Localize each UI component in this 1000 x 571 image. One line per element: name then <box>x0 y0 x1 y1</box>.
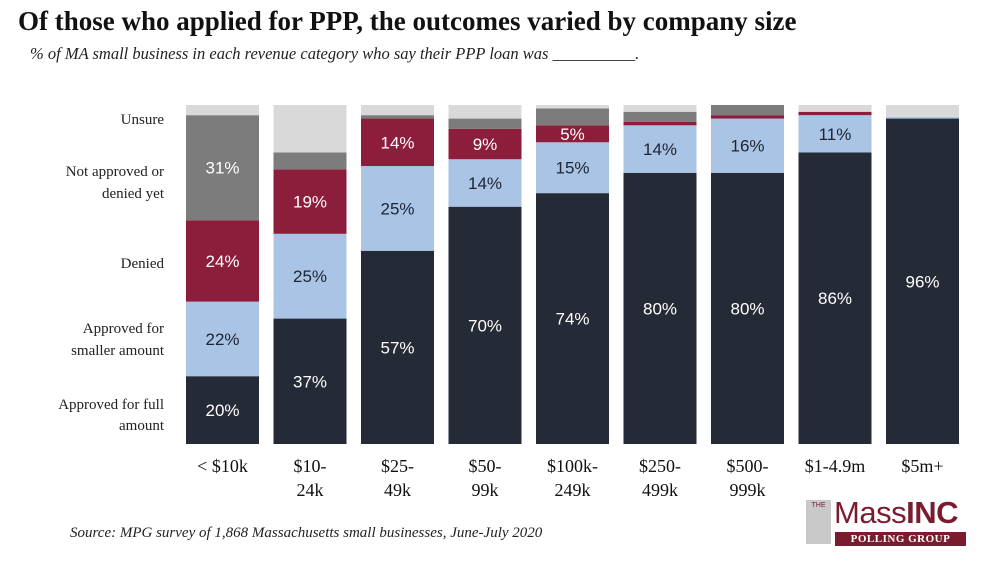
data-label-8-approved-for-full-amount: 86% <box>818 289 852 308</box>
x-tick-label-3-2: 49k <box>384 480 411 500</box>
bar-8-unsure <box>798 105 872 112</box>
bar-5-approved-for-smaller-amount <box>536 142 609 194</box>
bar-2-approved-for-full-amount <box>273 318 347 444</box>
data-label-3-approved-for-full-amount: 57% <box>380 338 414 357</box>
x-tick-label-6-1: $250- <box>639 456 681 476</box>
bar-8-approved-for-full-amount <box>798 152 872 444</box>
bar-8-denied <box>798 111 872 116</box>
data-label-6-approved-for-smaller-amount: 14% <box>643 140 677 159</box>
data-label-8-approved-for-smaller-amount: 11% <box>819 125 852 144</box>
x-tick-label-3-1: $25- <box>381 456 414 476</box>
x-tick-label-8-1: $1-4.9m <box>805 456 866 476</box>
data-label-1-approved-for-smaller-amount: 22% <box>205 330 239 349</box>
bar-3-approved-for-full-amount <box>361 250 434 444</box>
bar-5-unsure <box>536 105 609 109</box>
logo-subtitle: POLLING GROUP <box>835 532 966 546</box>
bar-4-approved-for-smaller-amount <box>448 159 522 207</box>
bar-1-not-approved-or-denied-yet <box>186 115 259 221</box>
x-tick-label-7-1: $500- <box>727 456 769 476</box>
x-tick-label-5-1: $100k- <box>547 456 598 476</box>
bar-1-approved-for-full-amount <box>186 376 259 444</box>
bar-7-approved-for-full-amount <box>711 172 784 445</box>
data-label-2-approved-for-smaller-amount: 25% <box>293 267 327 286</box>
stacked-bar-chart: 20% 22% 24% 31% 37% 25% 19% 57% 25% 14% 70% 14% 9% 74… <box>58 105 959 500</box>
bar-6-denied <box>623 121 697 126</box>
data-label-5-approved-for-smaller-amount: 15% <box>555 159 589 178</box>
bar-3-denied <box>361 118 434 167</box>
data-label-5-denied: 5% <box>560 125 585 144</box>
legend-label-not-approved-or-denied-yet-1: Not approved or <box>66 164 164 180</box>
source-note: Source: MPG survey of 1,868 Massachusett… <box>70 525 543 541</box>
legend-label-approved-for-full-amount-1: Approved for full <box>58 397 164 413</box>
bar-5-approved-for-full-amount <box>536 193 609 444</box>
bar-6-approved-for-smaller-amount <box>623 125 697 173</box>
data-label-1-approved-for-full-amount: 20% <box>205 401 239 420</box>
bar-9-approved-for-smaller-amount <box>886 116 959 119</box>
legend-label-approved-for-smaller-amount-2: smaller amount <box>71 343 165 359</box>
logo-wordmark: MassINC <box>834 495 958 531</box>
data-label-1-not-approved-or-denied-yet: 31% <box>205 159 239 178</box>
bar-7-approved-for-smaller-amount <box>711 118 784 173</box>
bar-5-denied <box>536 125 609 143</box>
data-label-3-approved-for-smaller-amount: 25% <box>380 199 414 218</box>
legend-label-approved-for-full-amount-2: amount <box>119 418 165 434</box>
data-label-3-denied: 14% <box>380 133 414 152</box>
bar-9-unsure <box>886 105 959 117</box>
logo-square <box>806 500 831 544</box>
logo-wordmark-regular: Mass <box>834 495 907 530</box>
chart-title: Of those who applied for PPP, the outcom… <box>18 6 797 36</box>
bar-5-not-approved-or-denied-yet <box>536 108 609 126</box>
bar-6-not-approved-or-denied-yet <box>623 111 697 122</box>
bar-3-approved-for-smaller-amount <box>361 166 434 251</box>
data-label-4-approved-for-full-amount: 70% <box>468 316 502 335</box>
logo-the-text: THE <box>811 502 826 509</box>
data-label-7-approved-for-full-amount: 80% <box>730 299 764 318</box>
data-label-9-approved-for-full-amount: 96% <box>905 272 939 291</box>
data-label-4-approved-for-smaller-amount: 14% <box>468 174 502 193</box>
bar-4-approved-for-full-amount <box>448 206 522 444</box>
bar-1-denied <box>186 220 259 302</box>
bar-7-not-approved-or-denied-yet <box>711 105 784 116</box>
logo-wordmark-bold: INC <box>906 495 958 530</box>
bar-4-denied <box>448 128 522 160</box>
bar-3-unsure <box>361 105 434 116</box>
x-tick-label-6-2: 499k <box>642 480 678 500</box>
data-label-1-denied: 24% <box>205 252 239 271</box>
bar-3-not-approved-or-denied-yet <box>361 115 434 119</box>
bar-2-not-approved-or-denied-yet <box>273 152 347 170</box>
data-label-5-approved-for-full-amount: 74% <box>555 310 589 329</box>
x-tick-label-5-2: 249k <box>555 480 591 500</box>
x-tick-label-2-2: 24k <box>297 480 324 500</box>
legend-label-approved-for-smaller-amount-1: Approved for <box>83 321 164 337</box>
massinc-logo: THE MassINC POLLING GROUP <box>806 495 966 550</box>
bar-6-approved-for-full-amount <box>623 172 697 445</box>
x-tick-label-7-2: 999k <box>730 480 766 500</box>
bar-2-unsure <box>273 105 347 153</box>
data-label-2-approved-for-full-amount: 37% <box>293 372 327 391</box>
bar-4-unsure <box>448 105 522 119</box>
legend-label-unsure-1: Unsure <box>121 112 165 128</box>
bar-1-unsure <box>186 105 259 116</box>
bar-9-approved-for-full-amount <box>886 118 959 444</box>
bar-6-unsure <box>623 105 697 112</box>
bar-4-not-approved-or-denied-yet <box>448 118 522 129</box>
data-label-4-denied: 9% <box>473 135 498 154</box>
x-tick-label-9-1: $5m+ <box>901 456 943 476</box>
x-tick-label-4-2: 99k <box>472 480 499 500</box>
bar-2-denied <box>273 169 347 234</box>
legend-label-not-approved-or-denied-yet-2: denied yet <box>102 186 165 202</box>
chart-subtitle: % of MA small business in each revenue c… <box>30 44 640 63</box>
bar-8-approved-for-smaller-amount <box>798 115 872 153</box>
data-label-6-approved-for-full-amount: 80% <box>643 299 677 318</box>
data-label-2-denied: 19% <box>293 193 327 212</box>
data-label-7-approved-for-smaller-amount: 16% <box>730 137 764 156</box>
x-tick-label-4-1: $50- <box>469 456 502 476</box>
bar-2-approved-for-smaller-amount <box>273 233 347 319</box>
legend-label-denied-1: Denied <box>121 256 165 272</box>
x-tick-label-1-1: < $10k <box>197 456 248 476</box>
x-tick-label-2-1: $10- <box>294 456 327 476</box>
bar-7-denied <box>711 115 784 119</box>
bar-1-approved-for-smaller-amount <box>186 301 259 377</box>
